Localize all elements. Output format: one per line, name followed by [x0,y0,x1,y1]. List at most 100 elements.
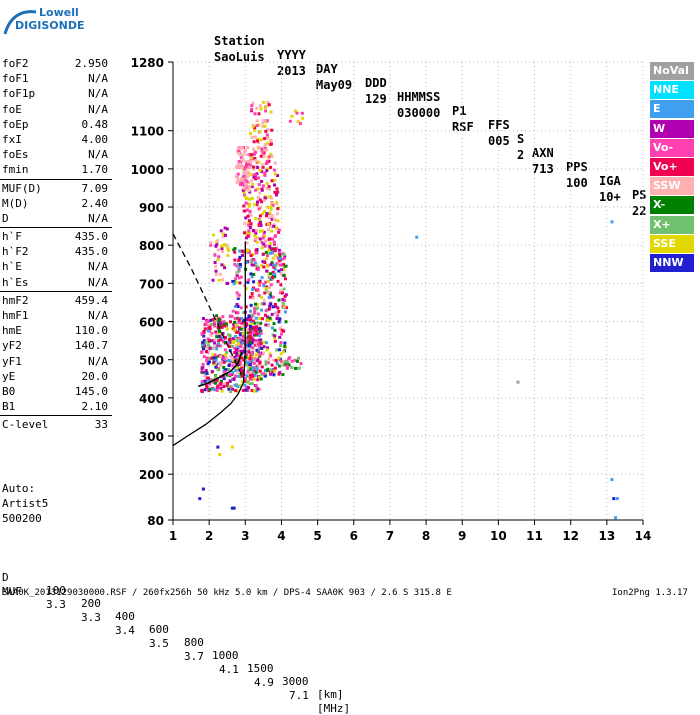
echo-point [235,273,239,277]
echo-point [268,285,272,289]
hdr-value-axn: 713 [532,162,554,176]
echo-point [275,348,279,352]
echo-point [240,356,244,360]
echo-point [271,295,275,299]
echo-point [245,163,249,167]
param-label: hmF1 [2,309,29,322]
echo-point [268,211,272,215]
echo-point [244,388,248,392]
echo-point [287,357,291,361]
echo-point [274,234,278,238]
echo-point [268,155,272,159]
echo-point [245,360,249,364]
echo-point [237,262,241,266]
param-row: C-level 33 [0,417,112,432]
echo-point [268,195,272,199]
param-row: yE 20.0 [0,369,112,384]
echo-point [221,332,225,336]
echo-point [226,333,230,337]
param-separator [0,227,112,229]
echo-point [273,161,277,165]
echo-point [233,351,237,355]
echo-point [255,321,259,325]
echo-point [207,378,211,382]
x-tick-label: 2 [205,529,213,543]
echo-point [241,324,245,328]
echo-point [269,354,273,358]
echo-point [267,159,271,163]
echo-point [245,176,249,180]
echo-point [267,290,271,294]
x-tick-label: 10 [490,529,507,543]
echo-point [252,165,256,169]
echo-point [254,177,258,181]
echo-point [258,330,262,334]
echo-point [249,377,253,381]
echo-point [267,216,271,220]
echo-point [206,337,210,341]
echo-point [219,379,223,383]
param-row: foF1 N/A [0,71,112,86]
echo-point [246,214,250,218]
y-tick-label: 400 [139,392,164,406]
echo-point [203,374,207,378]
echo-point [293,366,297,370]
x-tick-label: 14 [635,529,652,543]
echo-point [278,263,282,267]
echo-point [244,377,248,381]
echo-point [200,370,204,374]
echo-point [276,190,280,194]
echo-point [252,280,256,284]
param-label: foEs [2,148,29,162]
echo-point [234,323,238,327]
echo-point [242,318,246,322]
echo-point [252,147,256,151]
echo-point [258,369,262,373]
echo-point [240,369,244,373]
echo-point [283,310,287,314]
echo-point [243,379,247,383]
echo-point [241,159,245,163]
hdr-label-pps: PPS [566,160,588,174]
echo-point [254,251,258,255]
echo-point [242,174,246,178]
echo-point [257,222,261,226]
echo-point [268,292,272,296]
param-row: MUF(D) 7.09 [0,181,112,196]
y-tick-label: 900 [139,201,164,215]
echo-point [269,263,273,267]
echo-point [252,358,256,362]
echo-point [277,309,281,313]
echo-point [300,111,304,115]
echo-point [239,265,243,269]
echo-point [239,375,243,379]
echo-point [256,195,260,199]
echo-point [245,241,249,245]
echo-point [258,327,262,331]
echo-point [255,124,259,128]
echo-point [253,152,257,156]
echo-point [246,388,250,392]
echo-point [277,230,281,234]
echo-point [251,352,255,356]
echo-point [273,339,277,343]
echo-point [255,229,259,233]
hdr-label-p1: P1 [452,104,467,118]
echo-point [283,341,287,345]
echo-point [221,250,225,254]
echo-point [204,319,208,323]
echo-point [254,261,258,265]
echo-point [286,360,290,364]
echo-point [247,359,251,363]
echo-point [281,373,285,377]
param-separator [0,178,112,180]
echo-point [214,330,218,334]
echo-point [213,260,217,264]
echo-point [277,364,281,368]
echo-point [264,129,268,133]
echo-point [249,318,253,322]
echo-point [244,336,248,340]
echo-point [219,355,223,359]
echo-point [253,156,257,160]
echo-point [249,222,253,226]
